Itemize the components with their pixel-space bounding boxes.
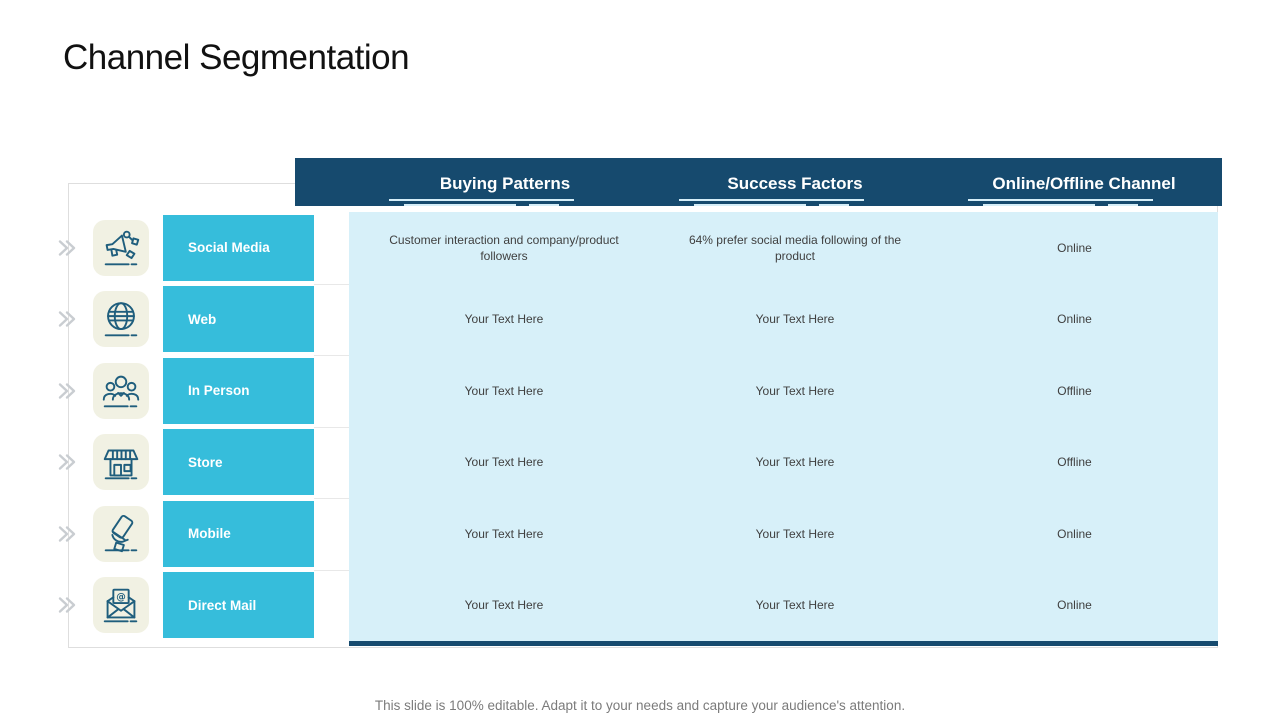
- row-divider: [314, 355, 349, 356]
- globe-icon: [93, 291, 149, 348]
- channel-row-label: Store: [163, 429, 314, 496]
- table-body-panel: [349, 212, 1218, 641]
- table-cell: Your Text Here: [464, 383, 544, 398]
- footer-note: This slide is 100% editable. Adapt it to…: [374, 698, 906, 713]
- table-cell: 64% prefer social media following of the…: [688, 232, 902, 263]
- header-underline: [388, 199, 574, 201]
- table-header-bar: [295, 158, 1222, 206]
- chevron-right-icon: [56, 238, 78, 258]
- table-cell: Your Text Here: [755, 526, 835, 541]
- column-header-success-factors: Success Factors: [665, 158, 925, 206]
- storefront-icon: [93, 434, 149, 491]
- table-cell: Online: [1057, 526, 1092, 541]
- column-header-label: Buying Patterns: [439, 174, 571, 193]
- chevron-right-icon: [56, 381, 78, 401]
- table-body-grid: Customer interaction and company/product…: [349, 212, 1218, 641]
- channel-row-label: Mobile: [163, 500, 314, 567]
- channel-row-label: Web: [163, 286, 314, 353]
- table-cell: Your Text Here: [755, 383, 835, 398]
- header-underline: [967, 199, 1153, 201]
- table-cell: Your Text Here: [755, 455, 835, 470]
- table-cell: Online: [1057, 312, 1092, 327]
- channel-row-label: Social Media: [163, 214, 314, 281]
- table-cell: Offline: [1057, 383, 1092, 398]
- channel-row-label: Direct Mail: [163, 572, 314, 639]
- table-cell: Online: [1057, 240, 1092, 255]
- column-header-label: Online/Offline Channel: [992, 174, 1176, 193]
- chevron-right-icon: [56, 309, 78, 329]
- table-cell: Your Text Here: [464, 598, 544, 613]
- header-underline: [678, 199, 864, 201]
- table-cell: Your Text Here: [464, 455, 544, 470]
- envelope-email-icon: @: [93, 577, 149, 634]
- column-header-online-offline: Online/Offline Channel: [954, 158, 1214, 206]
- table-cell: Your Text Here: [755, 598, 835, 613]
- table-cell: Offline: [1057, 455, 1092, 470]
- row-divider: [314, 498, 349, 499]
- row-divider: [314, 426, 349, 428]
- table-cell: Online: [1057, 598, 1092, 613]
- chevron-right-icon: [56, 595, 78, 615]
- row-divider: [314, 569, 349, 571]
- svg-text:@: @: [116, 592, 126, 603]
- table-cell: Your Text Here: [464, 312, 544, 327]
- chevron-right-icon: [56, 524, 78, 544]
- column-header-buying-patterns: Buying Patterns: [375, 158, 635, 206]
- table-cell: Customer interaction and company/product…: [389, 232, 619, 263]
- people-group-icon: [93, 362, 149, 419]
- chevron-right-icon: [56, 452, 78, 472]
- social-media-marketing-icon: [93, 219, 149, 276]
- header-underline-segments: [351, 204, 611, 206]
- row-divider: [314, 283, 349, 285]
- hand-holding-phone-icon: [93, 505, 149, 562]
- table-bottom-bar: [349, 641, 1218, 646]
- header-underline-segments: [641, 204, 901, 206]
- page-title: Channel Segmentation: [63, 38, 410, 77]
- column-header-label: Success Factors: [727, 174, 863, 193]
- table-cell: Your Text Here: [755, 312, 835, 327]
- table-cell: Your Text Here: [464, 526, 544, 541]
- channel-row-label: In Person: [163, 357, 314, 424]
- header-underline-segments: [930, 204, 1190, 206]
